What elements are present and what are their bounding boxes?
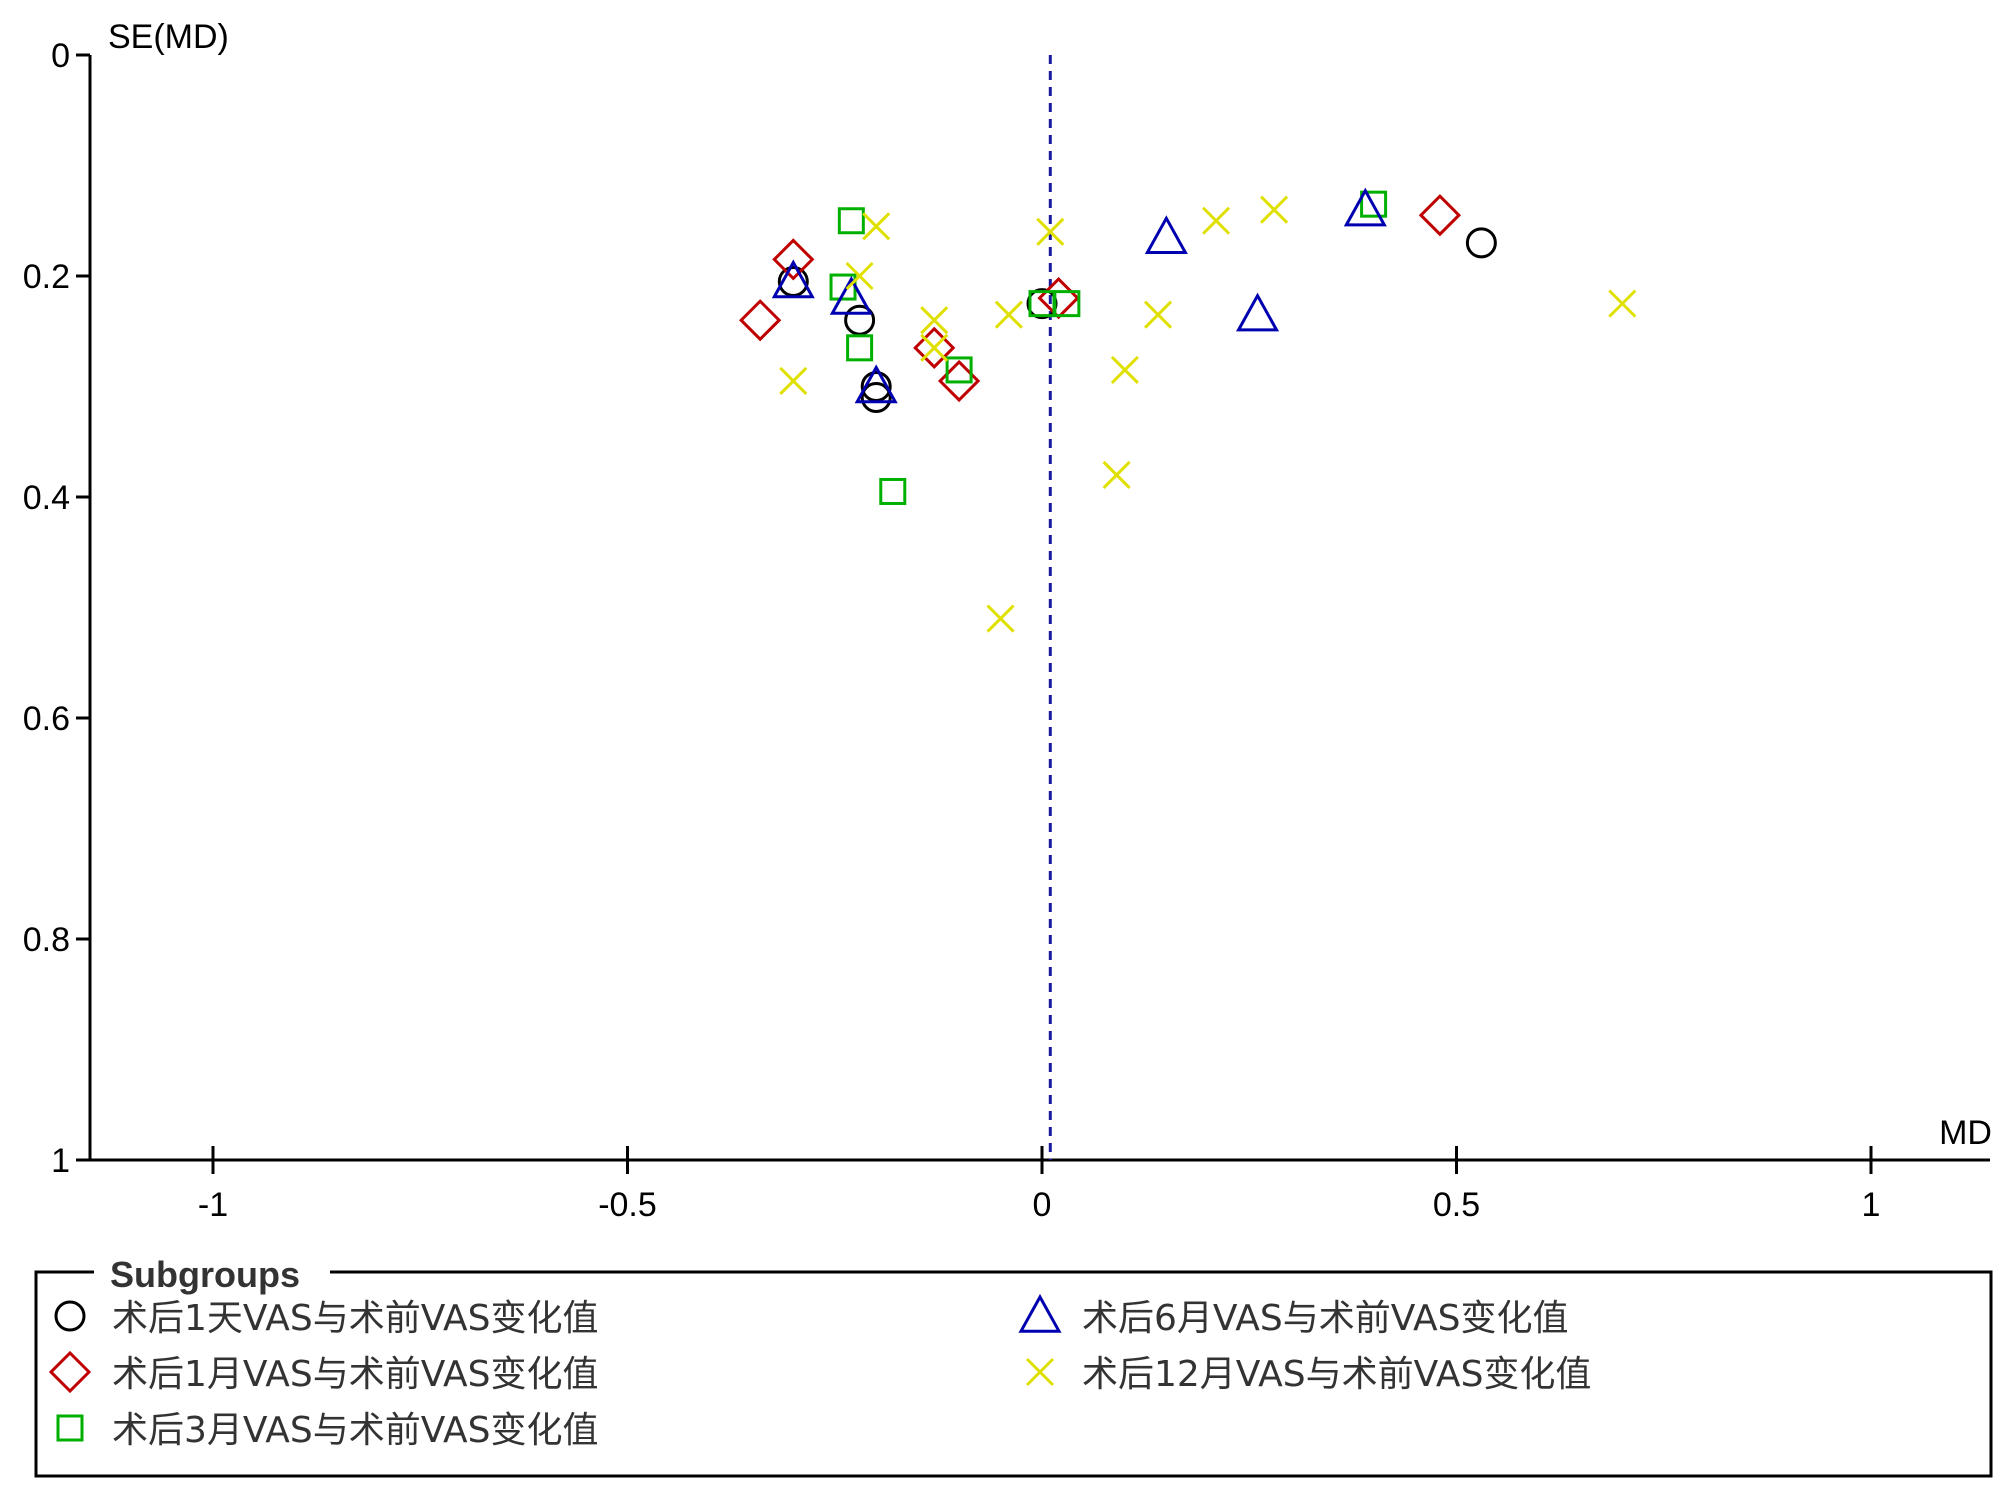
legend-label: 术后1天VAS与术前VAS变化值 (112, 1298, 599, 1339)
legend-marker-x (1025, 1357, 1055, 1387)
data-point-triangle (1235, 292, 1280, 332)
data-point-x (1260, 195, 1289, 224)
data-point-diamond (1037, 276, 1080, 320)
data-point-diamond (739, 299, 782, 342)
data-point-square (846, 334, 874, 362)
data-point-triangle (771, 259, 815, 299)
x-tick-label: -0.5 (598, 1186, 657, 1224)
y-tick-label: 1 (51, 1142, 70, 1180)
data-point-triangle (854, 364, 898, 404)
legend-marker-circle (54, 1300, 86, 1332)
legend-marker-diamond (48, 1350, 92, 1394)
x-tick-label: -1 (198, 1186, 228, 1224)
x-tick-label: 0.5 (1433, 1186, 1480, 1224)
y-tick-label: 0.4 (23, 479, 70, 517)
data-point-diamond (772, 238, 815, 281)
y-tick-label: 0.6 (23, 700, 70, 738)
data-point-x (986, 604, 1015, 633)
data-point-x (920, 306, 949, 335)
legend-box (34, 1270, 1993, 1478)
data-point-square (1360, 190, 1388, 218)
data-point-x (1143, 300, 1173, 329)
legend-label: 术后3月VAS与术前VAS变化值 (112, 1410, 599, 1451)
data-point-x (920, 333, 949, 362)
legend-items: 术后1天VAS与术前VAS变化值术后1月VAS与术前VAS变化值术后3月VAS与… (48, 1293, 1591, 1451)
data-point-x (1608, 289, 1637, 318)
x-tick-label: 1 (1862, 1186, 1881, 1224)
data-point-circle (844, 304, 876, 336)
data-point-x (1036, 217, 1065, 246)
data-point-diamond (913, 326, 956, 369)
legend-title-background (94, 1250, 330, 1290)
y-tick-label: 0.8 (23, 921, 70, 959)
data-markers (739, 187, 1637, 633)
legend-label: 术后1月VAS与术前VAS变化值 (112, 1354, 599, 1395)
data-point-circle (1465, 227, 1497, 259)
data-point-x (779, 366, 808, 396)
data-point-triangle (1144, 215, 1188, 255)
y-axis-title: SE(MD) (108, 18, 229, 56)
x-ticks: -1 -0.5 0 0.5 1 (198, 1146, 1881, 1224)
data-point-x (1110, 355, 1139, 384)
data-point-square (879, 477, 907, 505)
legend: Subgroups 术后1天VAS与术前VAS变化值术后1月VAS与术前VAS变… (34, 1250, 1993, 1478)
data-point-diamond (1418, 194, 1462, 237)
data-point-x (1202, 206, 1231, 235)
data-point-square (1053, 290, 1081, 318)
data-point-square (945, 356, 973, 384)
data-point-circle (860, 382, 892, 414)
legend-label: 术后6月VAS与术前VAS变化值 (1082, 1298, 1569, 1339)
data-point-x (862, 212, 891, 241)
legend-title: Subgroups (110, 1254, 300, 1295)
y-ticks: 0 0.2 0.4 0.6 0.8 1 (23, 37, 90, 1180)
y-tick-label: 0 (51, 37, 70, 75)
legend-marker-square (56, 1414, 84, 1442)
data-point-x (1102, 460, 1131, 489)
data-point-x (845, 261, 874, 291)
data-point-triangle (829, 276, 873, 315)
data-point-x (994, 300, 1023, 329)
y-tick-label: 0.2 (23, 258, 70, 296)
x-tick-label: 0 (1033, 1186, 1052, 1224)
legend-marker-triangle (1018, 1293, 1062, 1333)
data-point-square (837, 207, 865, 235)
x-axis-title: MD (1939, 1114, 1992, 1152)
legend-label: 术后12月VAS与术前VAS变化值 (1082, 1354, 1591, 1395)
data-point-triangle (1343, 187, 1387, 227)
